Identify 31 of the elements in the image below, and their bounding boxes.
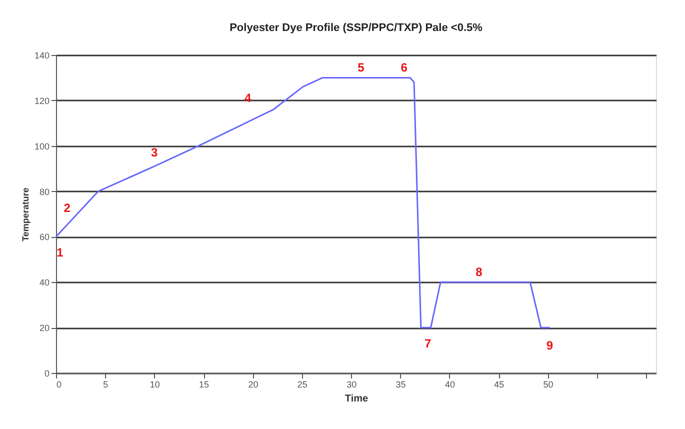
y-tick-label: 120 [34,96,50,106]
line-series [55,76,551,328]
annotation: 1 [56,246,64,260]
x-tick-label: 20 [248,380,258,390]
annotation: 5 [358,60,365,75]
x-axis-title: Time [344,394,369,404]
y-tick-label: 140 [34,50,50,60]
annotation: 8 [476,265,483,280]
x-tick-label: 0 [56,380,62,390]
x-tick-label: 25 [297,380,308,390]
y-tick-label: 0 [44,368,50,378]
y-tick-label: 100 [34,141,50,152]
y-tick-label: 40 [39,278,50,288]
chart-title: Polyester Dye Profile (SSP/PPC/TXP) Pale <0.5% [230,22,483,34]
annotation: 2 [64,201,71,215]
annotation: 9 [546,338,554,353]
annotation: 7 [424,336,432,351]
x-tick-label: 40 [444,380,455,390]
y-tick-label: 60 [39,232,50,242]
annotation: 6 [400,60,408,75]
x-tick-label: 35 [396,380,406,390]
y-tick-label: 80 [39,186,50,197]
x-tick-label: 45 [494,380,504,390]
y-axis-title: Temperature [20,188,30,242]
x-tick-label: 50 [543,380,554,390]
x-tick-label: 10 [150,380,160,390]
x-tick-label: 30 [346,380,357,390]
y-tick-label: 20 [39,323,50,334]
x-tick-label: 15 [199,380,210,390]
x-tick-label: 5 [103,380,108,390]
annotation: 3 [151,145,158,160]
